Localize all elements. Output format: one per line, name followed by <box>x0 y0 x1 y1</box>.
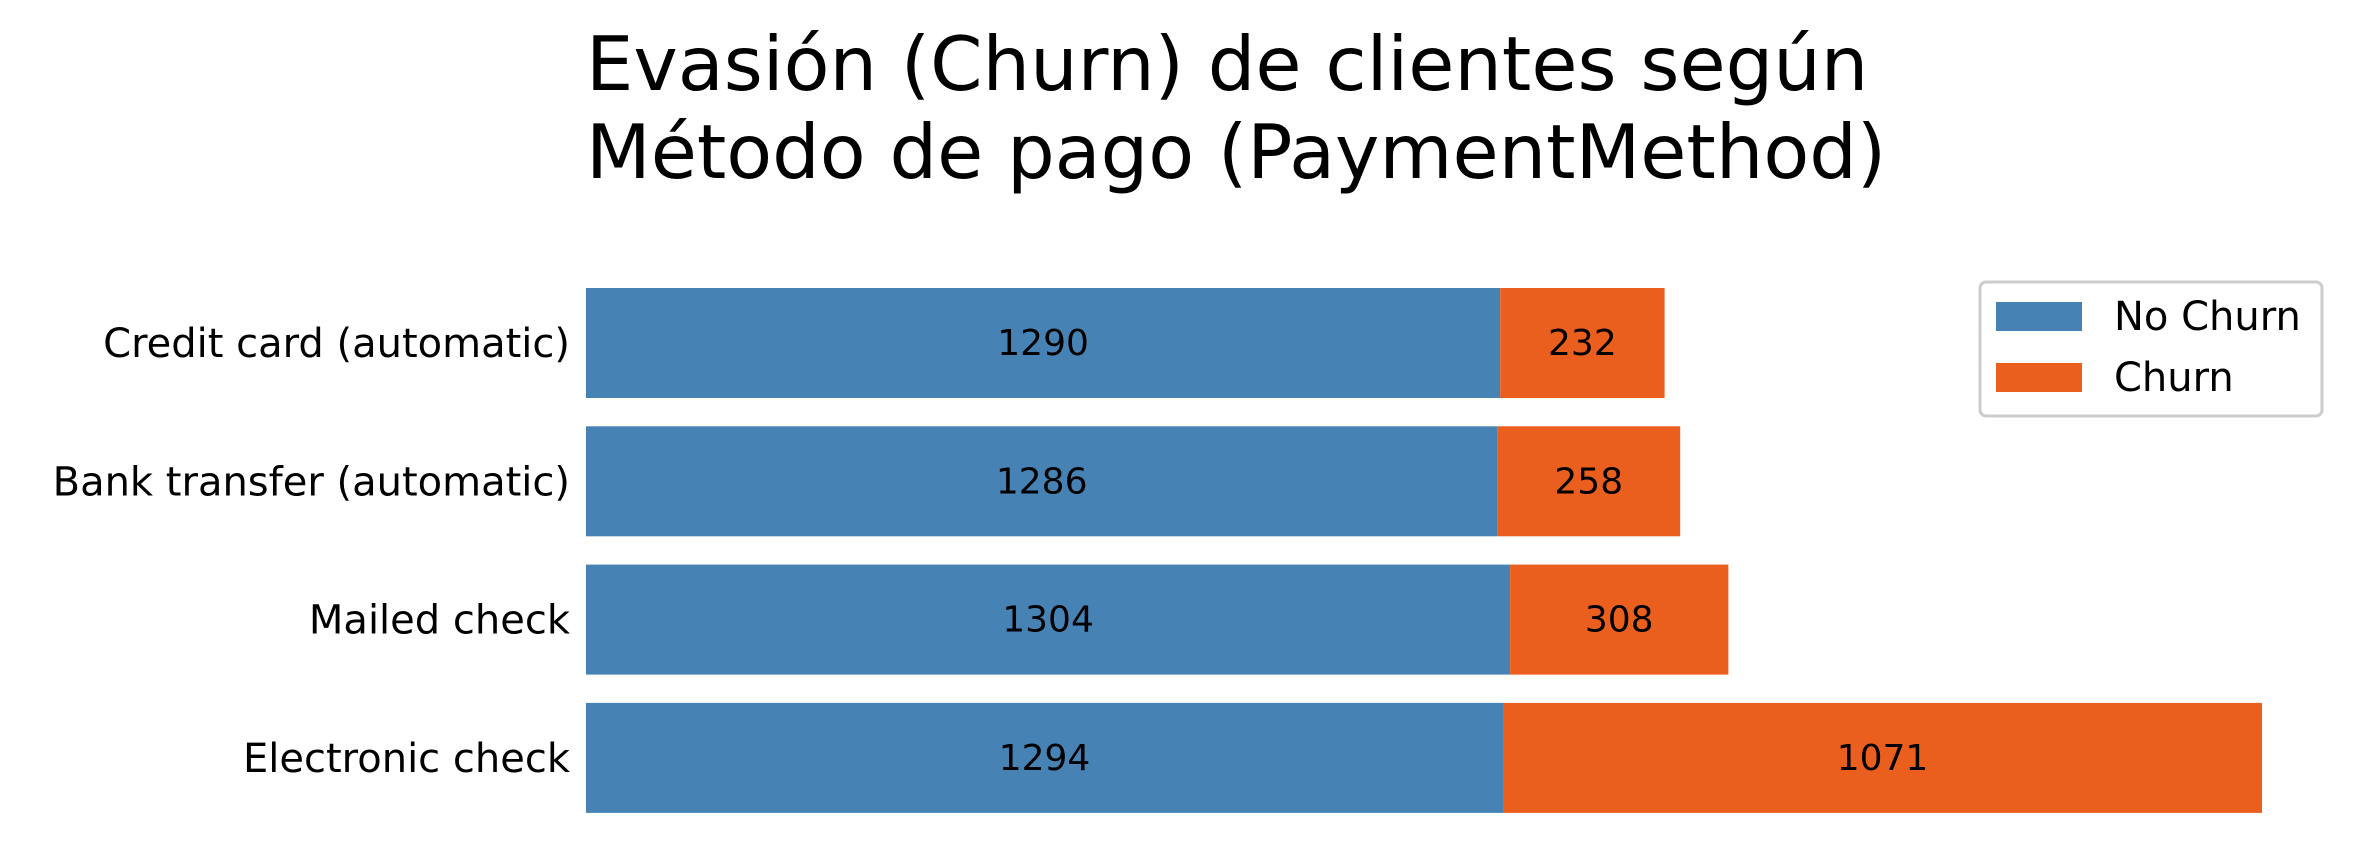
chart-title-line-1: Evasión (Churn) de clientes según <box>586 20 1868 108</box>
bar-churn <box>1510 564 1729 675</box>
y-tick-label: Credit card (automatic) <box>103 321 570 367</box>
bar-no-churn <box>586 288 1501 398</box>
bars-layer: 1290 232 1286 258 1304 308 1294 1071 <box>586 288 2262 813</box>
y-tick-labels: Credit card (automatic) Bank transfer (au… <box>53 321 571 782</box>
y-tick-label: Bank transfer (automatic) <box>53 459 570 505</box>
y-tick-label: Electronic check <box>243 736 571 782</box>
bar-churn <box>1497 426 1681 537</box>
legend: No Churn Churn <box>1978 280 2324 418</box>
bar-value-label: 1294 <box>999 738 1091 779</box>
bar-value-label: 232 <box>1548 323 1617 364</box>
legend-label-churn: Churn <box>2114 355 2234 401</box>
legend-label-no-churn: No Churn <box>2114 294 2301 340</box>
bar-value-label: 308 <box>1585 600 1654 641</box>
bar-churn <box>1500 288 1665 398</box>
bar-value-label: 1071 <box>1837 738 1929 779</box>
y-tick-label: Mailed check <box>309 598 571 644</box>
bar-value-label: 1290 <box>997 323 1089 364</box>
bar-no-churn <box>586 702 1504 813</box>
bar-no-churn <box>586 564 1511 675</box>
legend-swatch-no-churn <box>1996 302 2082 331</box>
legend-swatch-churn <box>1996 363 2082 392</box>
bar-value-label: 1304 <box>1002 600 1094 641</box>
bar-value-label: 1286 <box>996 461 1088 502</box>
bar-no-churn <box>586 426 1498 537</box>
bar-churn <box>1503 702 2262 813</box>
bar-value-label: 258 <box>1554 461 1623 502</box>
chart-title-line-2: Método de pago (PaymentMethod) <box>586 108 1886 196</box>
